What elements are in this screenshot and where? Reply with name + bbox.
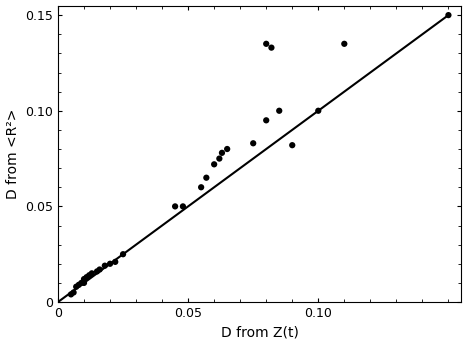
Point bbox=[96, 267, 103, 272]
Point bbox=[85, 273, 93, 278]
Y-axis label: D from <R²>: D from <R²> bbox=[6, 109, 20, 199]
Point bbox=[445, 12, 452, 18]
Point bbox=[119, 252, 127, 257]
Point bbox=[80, 280, 88, 286]
Point bbox=[262, 41, 270, 47]
Point bbox=[203, 175, 210, 180]
Point bbox=[289, 142, 296, 148]
Point bbox=[112, 259, 119, 265]
Point bbox=[72, 284, 80, 289]
Point bbox=[93, 269, 101, 274]
Point bbox=[262, 118, 270, 123]
Point bbox=[340, 41, 348, 47]
Point bbox=[315, 108, 322, 114]
Point bbox=[223, 146, 231, 152]
Point bbox=[101, 263, 108, 268]
Point bbox=[171, 204, 179, 209]
Point bbox=[276, 108, 283, 114]
Point bbox=[88, 270, 96, 276]
Point bbox=[80, 276, 88, 282]
Point bbox=[83, 274, 90, 280]
Point bbox=[218, 150, 226, 156]
Point bbox=[67, 292, 75, 297]
Point bbox=[249, 140, 257, 146]
Point bbox=[211, 161, 218, 167]
Point bbox=[179, 204, 187, 209]
Point bbox=[198, 185, 205, 190]
X-axis label: D from Z(t): D from Z(t) bbox=[221, 325, 298, 339]
Point bbox=[75, 282, 83, 288]
Point bbox=[106, 261, 114, 267]
Point bbox=[78, 280, 85, 286]
Point bbox=[216, 156, 223, 161]
Point bbox=[70, 290, 78, 295]
Point bbox=[268, 45, 275, 50]
